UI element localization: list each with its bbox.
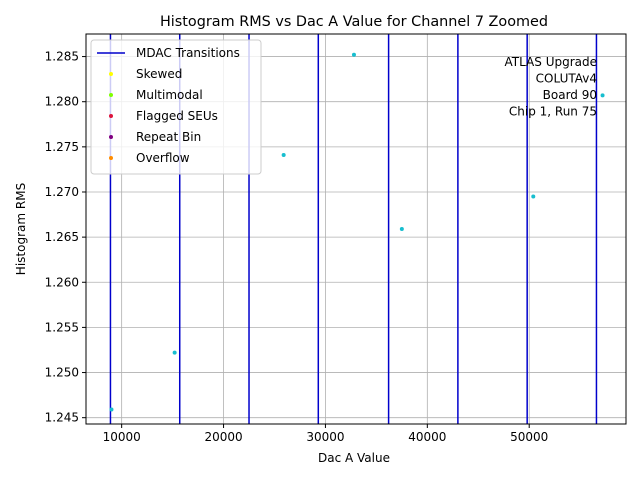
data-point [600,93,605,98]
chart-title: Histogram RMS vs Dac A Value for Channel… [160,14,548,30]
data-point [351,52,356,57]
legend-swatch-dot [109,135,113,139]
legend-swatch-dot [109,156,113,160]
legend-swatch-dot [109,72,113,76]
y-tick-label: 1.245 [45,411,79,425]
legend: MDAC Transitions Skewed Multimodal Flagged … [90,39,262,175]
x-tick-label: 40000 [408,430,446,444]
y-tick-label: 1.280 [45,95,79,109]
y-tick-label: 1.250 [45,366,79,380]
legend-box [90,39,262,175]
y-axis: 1.245 1.250 1.255 1.260 1.265 1.270 1.275 1.280… [45,50,86,425]
point-layer [109,52,605,412]
data-point [531,194,536,199]
x-axis-label: Dac A Value [318,451,390,465]
x-tick-label: 50000 [510,430,548,444]
x-tick-label: 10000 [103,430,141,444]
legend-label: Overflow [136,151,190,165]
legend-label: Multimodal [136,88,203,102]
x-tick-label: 20000 [204,430,242,444]
data-point [399,227,404,231]
y-tick-label: 1.270 [45,185,79,199]
annotation: ATLAS Upgrade COLUTAv4 Board 90 Chip 1, Run… [504,55,597,119]
data-point [172,350,177,355]
data-point [109,407,114,412]
annotation-line: Chip 1, Run 75 [509,105,597,119]
y-tick-label: 1.285 [45,50,79,64]
legend-label: MDAC Transitions [136,46,240,60]
annotation-line: ATLAS Upgrade [504,55,597,69]
annotation-line: Board 90 [543,88,597,102]
legend-label: Flagged SEUs [136,109,218,123]
y-axis-label: Histogram RMS [14,183,28,275]
legend-label: Skewed [136,67,182,81]
legend-label: Repeat Bin [136,130,201,144]
y-tick-label: 1.275 [45,140,79,154]
y-tick-label: 1.265 [45,230,79,244]
plot-frame [85,33,627,425]
annotation-line: COLUTAv4 [536,72,597,86]
y-tick-label: 1.260 [45,275,79,289]
y-tick-label: 1.255 [45,320,79,334]
data-point [281,152,286,157]
x-axis: 10000 20000 30000 40000 50000 [103,424,548,444]
legend-swatch-dot [109,93,113,97]
x-tick-label: 30000 [306,430,344,444]
legend-swatch-dot [109,114,113,118]
